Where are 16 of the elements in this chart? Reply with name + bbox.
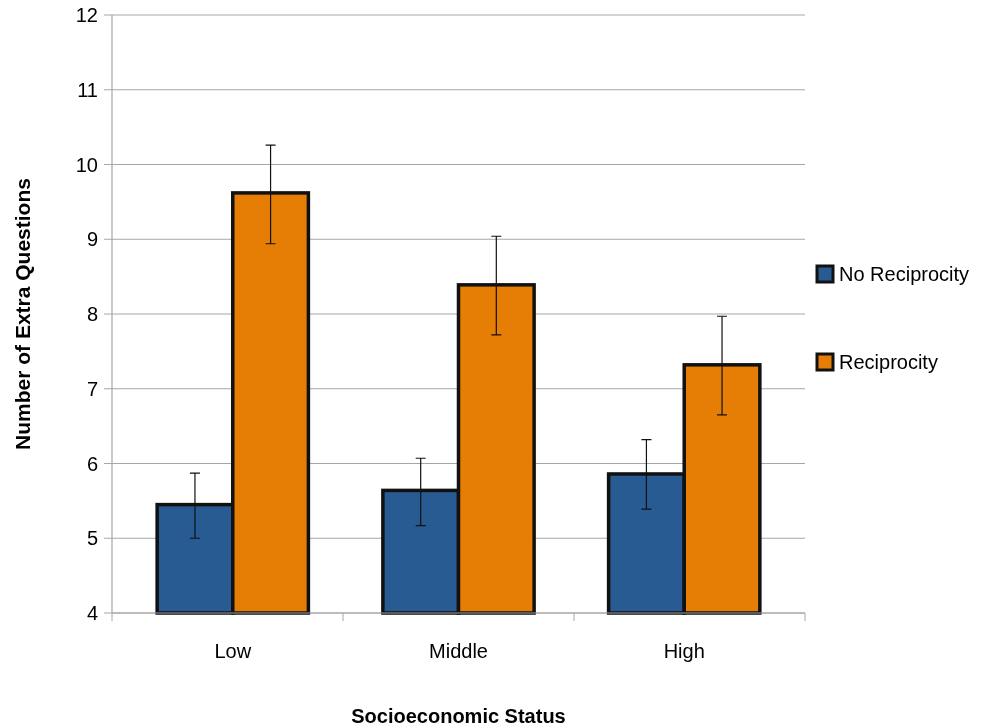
- y-tick-label: 7: [86, 377, 98, 400]
- y-tick-label: 5: [86, 527, 98, 550]
- y-axis-title: Number of Extra Questions: [11, 178, 34, 450]
- x-tick-label: High: [663, 640, 705, 662]
- y-tick-label: 8: [86, 303, 98, 325]
- x-tick-label: Low: [214, 640, 252, 662]
- y-tick-label: 9: [86, 228, 98, 251]
- y-tick-label: 11: [77, 78, 98, 101]
- legend-label: No Reciprocity: [839, 263, 970, 285]
- x-axis-title: Socioeconomic Status: [351, 705, 566, 725]
- y-tick-label: 12: [75, 4, 98, 26]
- y-tick-label: 4: [86, 602, 98, 624]
- legend-label: Reciprocity: [839, 351, 938, 373]
- y-tick-label: 6: [86, 452, 98, 475]
- y-tick-label: 10: [75, 153, 98, 176]
- x-tick-label: Middle: [429, 640, 488, 662]
